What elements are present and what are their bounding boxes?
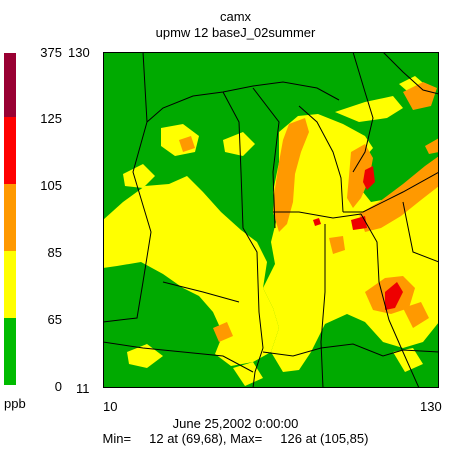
map-frame bbox=[103, 52, 439, 388]
legend-label-375: 375 bbox=[40, 45, 62, 60]
legend-label-65: 65 bbox=[47, 312, 62, 327]
map-title: camx bbox=[219, 9, 252, 24]
legend-swatch-375 bbox=[4, 53, 16, 117]
y-axis-bottom-label: 11 bbox=[76, 381, 90, 396]
timestamp-label: June 25,2002 0:00:00 bbox=[172, 416, 299, 431]
min-max-stats: Min= 12 at (69,68), Max= 126 at (105,85) bbox=[102, 431, 369, 446]
legend-label-125: 125 bbox=[40, 111, 62, 126]
color-legend bbox=[4, 53, 16, 385]
map-subtitle: upmw 12 baseJ_02summer bbox=[155, 25, 316, 40]
legend-label-85: 85 bbox=[47, 245, 62, 260]
y-axis-top-label: 130 bbox=[68, 45, 90, 60]
legend-label-0: 0 bbox=[54, 379, 62, 394]
legend-label-105: 105 bbox=[40, 178, 62, 193]
x-axis-right-label: 130 bbox=[420, 399, 442, 414]
legend-swatch-105 bbox=[4, 184, 16, 251]
x-axis-left-label: 10 bbox=[103, 399, 118, 414]
ozone-orange-regions bbox=[179, 82, 439, 342]
state-and-lake-boundaries bbox=[103, 52, 439, 388]
legend-swatch-125 bbox=[4, 117, 16, 184]
legend-swatch-65 bbox=[4, 318, 16, 385]
ozone-red-hotspots bbox=[313, 166, 403, 310]
legend-swatch-85 bbox=[4, 251, 16, 318]
ozone-concentration-map bbox=[103, 52, 439, 388]
legend-unit: ppb bbox=[4, 396, 26, 411]
